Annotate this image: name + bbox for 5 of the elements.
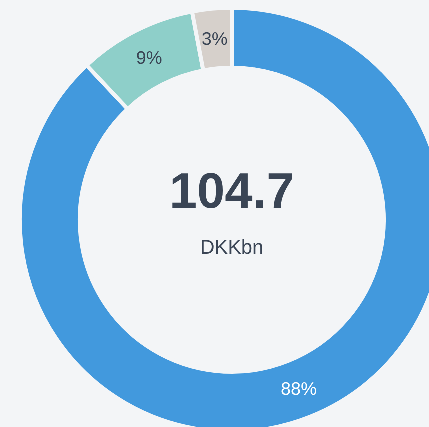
data-label: 88% — [280, 379, 318, 400]
data-label: 3% — [202, 28, 228, 49]
text: DKKbn — [200, 237, 264, 259]
text: 104.7 — [169, 163, 295, 219]
data-label: 9% — [136, 48, 162, 68]
